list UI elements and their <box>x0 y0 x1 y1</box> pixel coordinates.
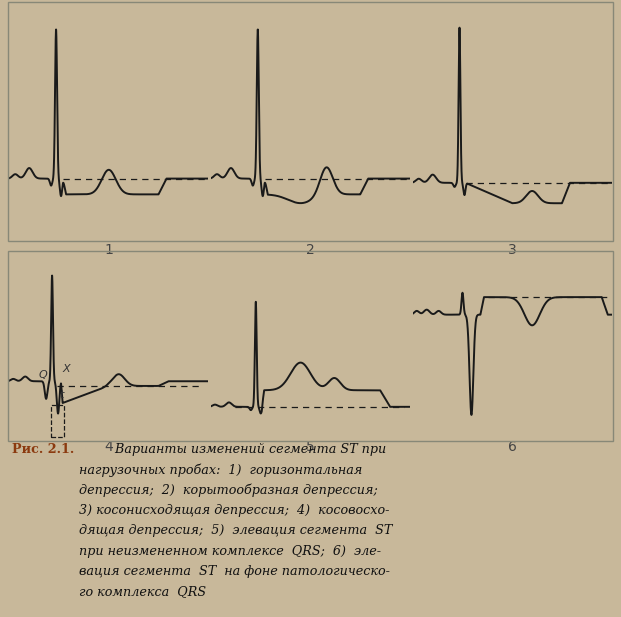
Text: дящая депрессия;  5)  элевация сегмента  ST: дящая депрессия; 5) элевация сегмента ST <box>79 524 392 537</box>
Text: Q: Q <box>38 370 47 380</box>
Text: 6: 6 <box>508 441 517 454</box>
Text: Рис. 2.1.: Рис. 2.1. <box>12 443 75 456</box>
Text: го комплекса  QRS: го комплекса QRS <box>79 586 206 598</box>
Text: нагрузочных пробах:  1)  горизонтальная: нагрузочных пробах: 1) горизонтальная <box>79 463 363 477</box>
Text: X: X <box>62 365 70 375</box>
Text: Варианты изменений сегмента ST при: Варианты изменений сегмента ST при <box>107 443 386 456</box>
Bar <box>51 405 64 437</box>
Text: 2: 2 <box>306 243 315 257</box>
Text: 1: 1 <box>104 243 113 257</box>
Text: 5: 5 <box>306 441 315 454</box>
Text: вация сегмента  ST  на фоне патологическо-: вация сегмента ST на фоне патологическо- <box>79 565 390 578</box>
Text: t: t <box>60 390 64 400</box>
Text: депрессия;  2)  корытообразная депрессия;: депрессия; 2) корытообразная депрессия; <box>79 484 378 497</box>
Text: 4: 4 <box>104 441 113 454</box>
Text: при неизмененном комплексе  QRS;  6)  эле-: при неизмененном комплексе QRS; 6) эле- <box>79 545 381 558</box>
Text: 3: 3 <box>508 243 517 257</box>
Text: 3) косонисходящая депрессия;  4)  косовосхо-: 3) косонисходящая депрессия; 4) косовосх… <box>79 504 389 517</box>
